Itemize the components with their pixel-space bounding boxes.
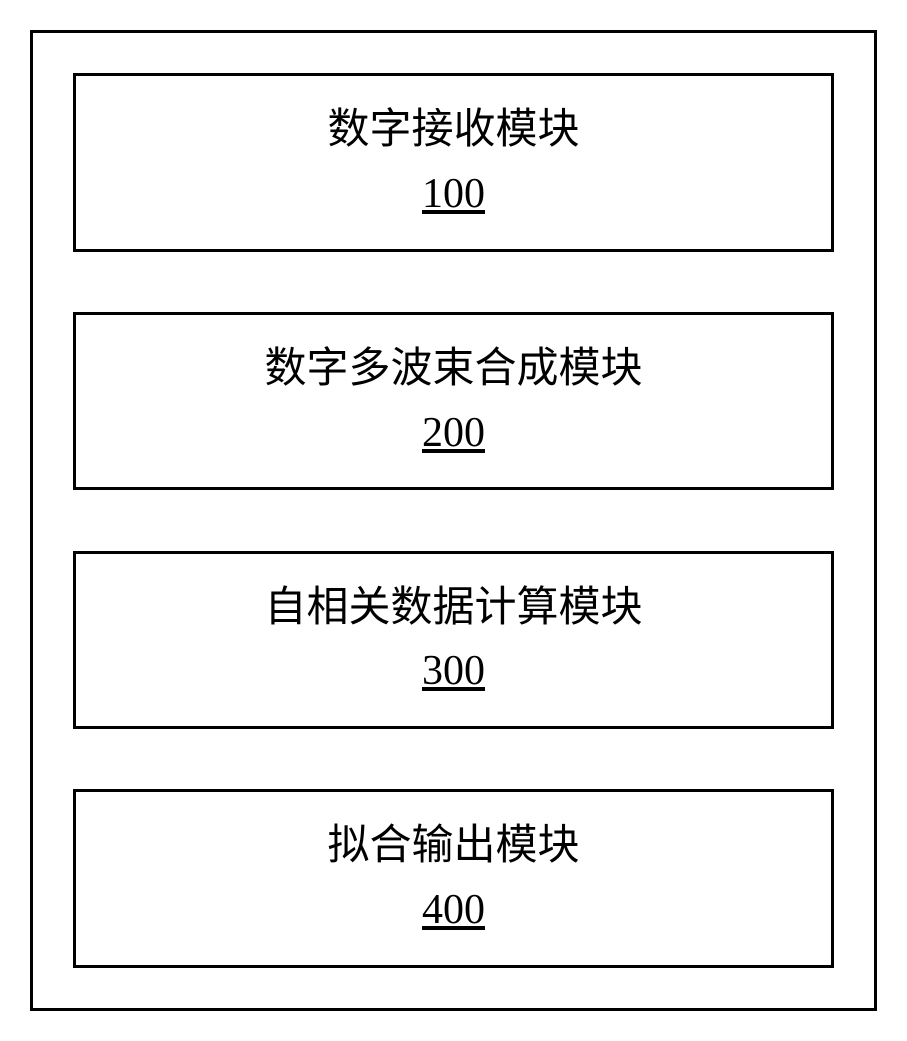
module-box-3: 自相关数据计算模块 300	[73, 551, 834, 730]
module-box-2: 数字多波束合成模块 200	[73, 312, 834, 491]
module-title: 自相关数据计算模块	[96, 579, 811, 638]
module-box-4: 拟合输出模块 400	[73, 789, 834, 968]
module-title: 拟合输出模块	[96, 817, 811, 876]
module-number: 300	[96, 642, 811, 701]
module-number: 400	[96, 881, 811, 940]
diagram-container: 数字接收模块 100 数字多波束合成模块 200 自相关数据计算模块 300 拟…	[30, 30, 877, 1011]
module-title: 数字接收模块	[96, 101, 811, 160]
module-box-1: 数字接收模块 100	[73, 73, 834, 252]
module-number: 200	[96, 404, 811, 463]
module-number: 100	[96, 165, 811, 224]
module-title: 数字多波束合成模块	[96, 340, 811, 399]
